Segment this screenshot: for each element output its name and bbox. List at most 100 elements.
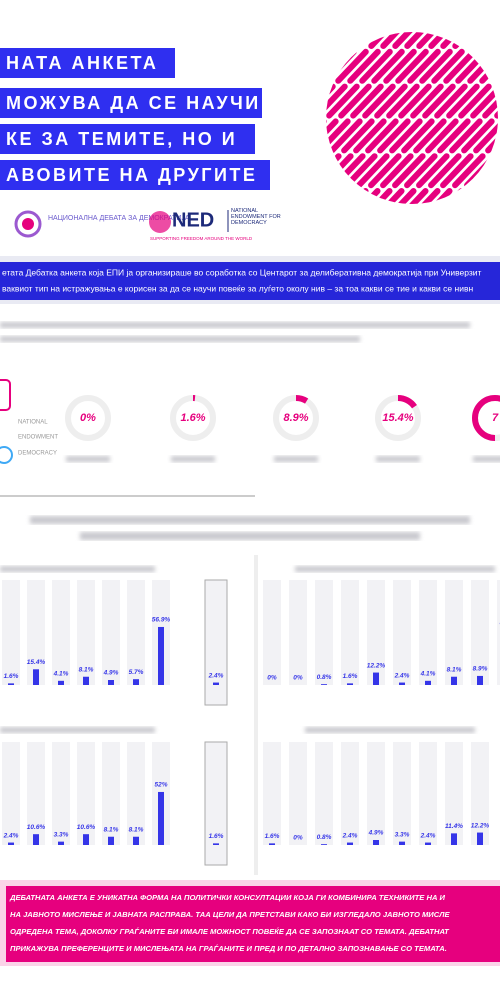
bar-track bbox=[471, 742, 489, 845]
bar-label: 3.3% bbox=[395, 831, 410, 838]
bar-label: 1.6% bbox=[4, 673, 19, 680]
intro-line: етата Дебатка анкета која ЕПИ ја организ… bbox=[2, 267, 482, 277]
svg-text:NATIONAL: NATIONAL bbox=[18, 420, 48, 426]
bar bbox=[425, 842, 431, 845]
bar bbox=[8, 683, 14, 685]
bar bbox=[213, 682, 219, 685]
bar-label: 15.4% bbox=[27, 659, 46, 666]
title-line: КЕ ЗА ТЕМИТЕ, НО И bbox=[6, 129, 237, 149]
bar-track bbox=[52, 742, 70, 845]
stripe bbox=[407, 32, 498, 204]
bar bbox=[108, 680, 114, 685]
donut-label: 15.4% bbox=[382, 412, 413, 424]
bar-track bbox=[445, 742, 463, 845]
bar-label: 8.1% bbox=[104, 826, 119, 833]
bar-label: 12.2% bbox=[367, 662, 386, 669]
blur-caption bbox=[376, 456, 420, 462]
bar-track bbox=[367, 580, 385, 685]
donut-arc bbox=[472, 395, 500, 441]
bar-track bbox=[263, 580, 281, 685]
ned-name: NATIONAL ENDOWMENT FOR DEMOCRACY bbox=[231, 208, 281, 226]
bar-label: 4.1% bbox=[53, 671, 69, 678]
bar bbox=[58, 680, 64, 685]
bar-label: 8.9% bbox=[473, 666, 488, 673]
bar-label: 8.1% bbox=[79, 666, 94, 673]
bar-track bbox=[419, 742, 437, 845]
stripe bbox=[326, 32, 447, 204]
bar-track bbox=[77, 580, 95, 685]
other-box bbox=[204, 741, 228, 866]
stripe bbox=[419, 32, 498, 204]
stripe bbox=[326, 32, 411, 204]
bar bbox=[399, 841, 405, 845]
bar bbox=[477, 832, 483, 845]
stripe bbox=[383, 32, 498, 204]
bar-label: 8.1% bbox=[447, 666, 462, 673]
bar-label: 5.7% bbox=[129, 669, 144, 676]
bar bbox=[33, 834, 39, 845]
title-box bbox=[0, 124, 255, 154]
bar-track bbox=[77, 742, 95, 845]
bar-label: 4.1% bbox=[420, 671, 436, 678]
bar bbox=[451, 676, 457, 685]
bar-track bbox=[315, 580, 333, 685]
bar-label: 3.3% bbox=[54, 831, 69, 838]
title-box bbox=[0, 88, 262, 118]
bar-label: 2.4% bbox=[420, 832, 436, 839]
bar-track bbox=[393, 580, 411, 685]
bar-label: 10.6% bbox=[77, 824, 96, 831]
blur-caption bbox=[473, 456, 500, 462]
logo-ndd: НАЦИОНАЛНА ДЕБАТА ЗА ДЕМОКРАТИЈА bbox=[14, 210, 190, 238]
bar bbox=[83, 676, 89, 685]
bar-label: 4.9% bbox=[368, 830, 384, 837]
donut-arc bbox=[273, 395, 319, 441]
bar bbox=[133, 679, 139, 685]
bar-track bbox=[497, 580, 500, 685]
logo-ned: NED NATIONAL ENDOWMENT FOR DEMOCRACY SUP… bbox=[149, 208, 281, 241]
stripe bbox=[326, 32, 471, 204]
blur-caption bbox=[274, 456, 318, 462]
bar bbox=[477, 675, 483, 685]
stripe bbox=[395, 32, 498, 204]
bar bbox=[451, 833, 457, 845]
bar-track bbox=[341, 742, 359, 845]
bar-label: 11.4% bbox=[445, 823, 463, 830]
bar-track bbox=[102, 742, 120, 845]
bar bbox=[133, 836, 139, 845]
bar-label: 52% bbox=[154, 782, 167, 789]
stripe bbox=[326, 32, 498, 204]
ned-mark: NED bbox=[172, 209, 214, 231]
bar bbox=[321, 844, 327, 845]
bar-label: 1.6% bbox=[265, 833, 280, 840]
donut-label: 8.9% bbox=[283, 412, 308, 424]
bar-label: 56.9% bbox=[152, 617, 171, 624]
bar bbox=[321, 684, 327, 685]
bar-label: 0% bbox=[293, 835, 303, 842]
bar-track bbox=[289, 742, 307, 845]
title-box bbox=[0, 48, 175, 78]
bar bbox=[33, 669, 39, 685]
stripe bbox=[326, 32, 435, 204]
donut-arc bbox=[170, 395, 216, 441]
bar-track bbox=[263, 742, 281, 845]
bar bbox=[213, 843, 219, 845]
bar-track bbox=[27, 742, 45, 845]
bar-track bbox=[419, 580, 437, 685]
donut-track bbox=[65, 395, 111, 441]
bar-label: 2.4% bbox=[394, 672, 410, 679]
stripe bbox=[371, 32, 498, 204]
footer-line: ПРИКАЖУВА ПРЕФЕРЕНЦИТЕ И МИСЛЕЊАТА НА ГР… bbox=[10, 944, 447, 953]
blur-caption bbox=[66, 456, 110, 462]
stripe bbox=[326, 32, 459, 204]
bar-label: 8.1% bbox=[129, 826, 144, 833]
intro-line: ваквиот тип на истражувања е корисен за … bbox=[2, 283, 473, 293]
intro-band bbox=[0, 262, 500, 300]
bar bbox=[269, 843, 275, 845]
bar bbox=[373, 840, 379, 845]
bar-track bbox=[471, 580, 489, 685]
bar-track bbox=[315, 742, 333, 845]
bar-track bbox=[52, 580, 70, 685]
bar-track bbox=[2, 580, 20, 685]
footer-line: НА ЈАВНОТО МИСЛЕЊЕ И ЈАВНАТА РАСПРАВА. Т… bbox=[10, 910, 450, 919]
